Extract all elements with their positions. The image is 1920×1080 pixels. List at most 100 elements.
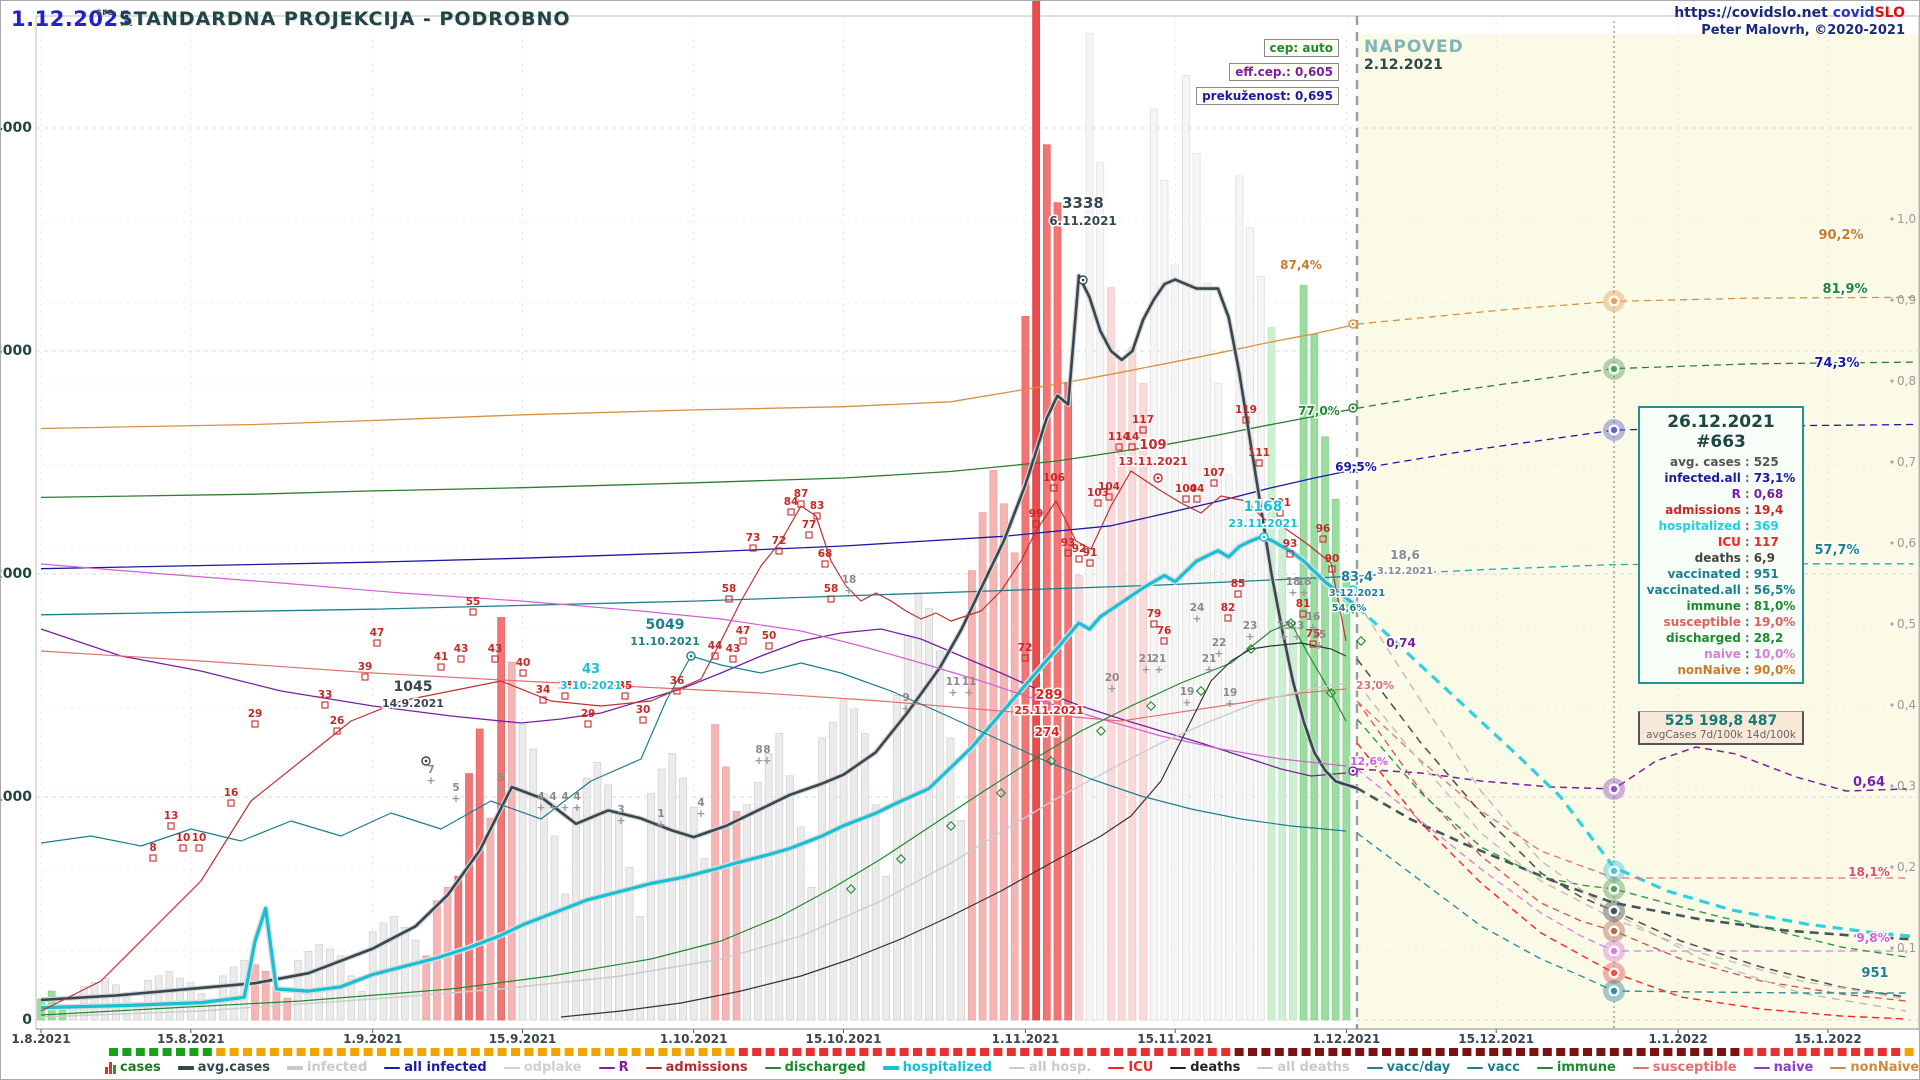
svg-text:96: 96 bbox=[1316, 523, 1331, 535]
svg-text:+: + bbox=[496, 782, 505, 795]
svg-text:21: 21 bbox=[1139, 653, 1154, 665]
svg-text:26: 26 bbox=[330, 715, 345, 727]
svg-text:29: 29 bbox=[581, 708, 596, 720]
svg-text:1.12.2021: 1.12.2021 bbox=[1313, 1032, 1381, 1046]
svg-text:54,6%: 54,6% bbox=[1332, 603, 1367, 614]
svg-text:3338: 3338 bbox=[1062, 194, 1104, 212]
legend-item-deaths[interactable]: deaths bbox=[1170, 1060, 1240, 1075]
series-dash-icon bbox=[1467, 1066, 1484, 1069]
svg-text:22: 22 bbox=[1212, 637, 1227, 649]
svg-text:55: 55 bbox=[466, 596, 481, 608]
legend-item-vacc-day[interactable]: vacc/day bbox=[1366, 1060, 1450, 1075]
svg-text:+: + bbox=[1288, 586, 1297, 599]
svg-text:+: + bbox=[964, 686, 973, 699]
series-dash-icon bbox=[1830, 1066, 1847, 1069]
svg-text:+: + bbox=[754, 754, 763, 767]
svg-text:3.12.2021: 3.12.2021 bbox=[1377, 566, 1433, 577]
legend-item-all-deaths[interactable]: all deaths bbox=[1257, 1060, 1350, 1075]
series-hospitalized bbox=[40, 535, 1359, 1010]
legend-item-nonnaive[interactable]: nonNaive bbox=[1830, 1060, 1919, 1075]
svg-text:+: + bbox=[1204, 663, 1213, 676]
series-dash-icon bbox=[1753, 1066, 1770, 1069]
svg-text:+: + bbox=[616, 814, 625, 827]
svg-text:274: 274 bbox=[1034, 725, 1059, 739]
svg-text:0,4: 0,4 bbox=[1897, 698, 1916, 712]
svg-text:15: 15 bbox=[1312, 629, 1327, 641]
svg-text:15.10.2021: 15.10.2021 bbox=[806, 1032, 882, 1046]
svg-text:9: 9 bbox=[902, 692, 909, 704]
svg-text:104: 104 bbox=[1098, 481, 1120, 493]
svg-text:30: 30 bbox=[636, 704, 651, 716]
legend-item-hospitalized[interactable]: hospitalized bbox=[882, 1060, 992, 1075]
legend-item-naive[interactable]: naive bbox=[1753, 1060, 1813, 1075]
svg-text:5049: 5049 bbox=[646, 617, 685, 633]
series-dash-icon bbox=[598, 1066, 615, 1069]
legend-item-discharged[interactable]: discharged bbox=[764, 1060, 866, 1075]
svg-text:1: 1 bbox=[657, 808, 664, 820]
day-status-strip bbox=[109, 1048, 1914, 1056]
svg-text:15.12.2021: 15.12.2021 bbox=[1458, 1032, 1534, 1046]
svg-text:57,7%: 57,7% bbox=[1814, 543, 1859, 558]
param-box-2[interactable]: prekuženost: 0,695 bbox=[1196, 87, 1339, 105]
svg-text:40: 40 bbox=[516, 657, 531, 669]
svg-text:1.11.2021: 1.11.2021 bbox=[992, 1032, 1060, 1046]
info-row-hospitalized: hospitalized:369 bbox=[1658, 519, 1779, 533]
series-infected-all bbox=[40, 468, 1358, 570]
author-credit: Peter Malovrh, ©2020-2021 bbox=[1701, 23, 1905, 38]
legend-item-admissions[interactable]: admissions bbox=[645, 1060, 748, 1075]
svg-text:5: 5 bbox=[452, 782, 459, 794]
svg-text:1.9.2021: 1.9.2021 bbox=[343, 1032, 402, 1046]
param-box-0[interactable]: cep: auto bbox=[1263, 39, 1339, 57]
series-admissions bbox=[40, 470, 1347, 1012]
svg-text:117: 117 bbox=[1132, 414, 1154, 426]
legend-item-avg-cases[interactable]: avg.cases bbox=[177, 1060, 270, 1075]
series-all-hosp bbox=[40, 682, 1347, 1018]
svg-text:1.8.2021: 1.8.2021 bbox=[11, 1032, 70, 1046]
svg-text:21: 21 bbox=[1152, 653, 1167, 665]
svg-text:+: + bbox=[1225, 697, 1234, 710]
legend-item-icu[interactable]: ICU bbox=[1108, 1060, 1153, 1075]
legend-item-susceptible[interactable]: susceptible bbox=[1632, 1060, 1737, 1075]
series-dash-icon bbox=[287, 1065, 304, 1070]
svg-text:43: 43 bbox=[726, 643, 741, 655]
svg-text:107: 107 bbox=[1203, 467, 1225, 479]
svg-text:90: 90 bbox=[1325, 553, 1340, 565]
svg-text:+: + bbox=[1182, 696, 1191, 709]
svg-text:18: 18 bbox=[1297, 576, 1312, 588]
legend-item-all-infected[interactable]: all infected bbox=[384, 1060, 487, 1075]
info-row-avg--cases: avg. cases:525 bbox=[1670, 455, 1779, 469]
svg-text:04: 04 bbox=[1190, 483, 1205, 495]
series-naive-proj bbox=[1356, 768, 1906, 952]
gridlines bbox=[36, 16, 1919, 1029]
legend-item-odplake[interactable]: odplake bbox=[503, 1060, 582, 1075]
svg-text:8: 8 bbox=[149, 842, 156, 854]
svg-text:5: 5 bbox=[497, 772, 504, 784]
legend-item-r[interactable]: R bbox=[598, 1060, 629, 1075]
svg-text:+: + bbox=[1154, 663, 1163, 676]
svg-text:+: + bbox=[536, 801, 545, 814]
site-link[interactable]: https://covidslo.net covidSLO bbox=[1674, 5, 1905, 21]
info-row-r: R:0,68 bbox=[1731, 487, 1784, 501]
svg-text:+: + bbox=[1314, 639, 1323, 652]
legend-item-infected[interactable]: infected bbox=[287, 1060, 367, 1075]
svg-text:77,0%: 77,0% bbox=[1298, 404, 1340, 418]
series-avg-cases-proj bbox=[1356, 786, 1914, 941]
legend-item-cases[interactable]: cases bbox=[105, 1060, 161, 1075]
report-weekday: sre bbox=[96, 7, 114, 18]
svg-text:106: 106 bbox=[1043, 472, 1065, 484]
svg-text:41: 41 bbox=[434, 651, 449, 663]
param-box-1[interactable]: eff.cep.: 0,605 bbox=[1229, 63, 1339, 81]
svg-text:15.9.2021: 15.9.2021 bbox=[489, 1032, 557, 1046]
svg-text:1.1.2022: 1.1.2022 bbox=[1648, 1032, 1707, 1046]
svg-text:289: 289 bbox=[1035, 688, 1062, 703]
svg-text:4: 4 bbox=[697, 797, 704, 809]
legend-item-immune[interactable]: immune bbox=[1536, 1060, 1616, 1075]
legend-item-vacc[interactable]: vacc bbox=[1467, 1060, 1520, 1075]
info-row-infected-all: infected.all:73,1% bbox=[1664, 471, 1796, 485]
info-row-admissions: admissions:19,4 bbox=[1665, 503, 1784, 517]
svg-text:43: 43 bbox=[582, 662, 600, 677]
svg-text:83,4: 83,4 bbox=[1341, 570, 1373, 585]
legend-item-all-hosp-[interactable]: all hosp. bbox=[1008, 1060, 1091, 1075]
